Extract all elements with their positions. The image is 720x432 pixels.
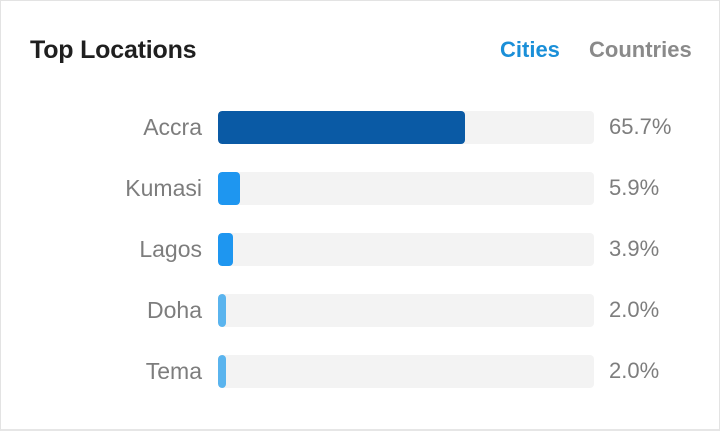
location-row-accra: Accra 65.7%: [1, 111, 719, 145]
location-row-tema: Tema 2.0%: [1, 355, 719, 389]
location-row-doha: Doha 2.0%: [1, 294, 719, 328]
card-title: Top Locations: [30, 36, 197, 64]
tab-cities[interactable]: Cities: [500, 37, 560, 62]
location-name: Doha: [147, 297, 202, 323]
progress-track: [218, 233, 594, 266]
tab-countries[interactable]: Countries: [589, 37, 692, 62]
location-percentage: 65.7%: [609, 114, 672, 139]
location-percentage: 3.9%: [609, 236, 660, 261]
location-name: Kumasi: [125, 175, 202, 201]
location-name: Tema: [145, 358, 202, 384]
location-percentage: 2.0%: [609, 358, 660, 383]
progress-track: [218, 294, 594, 327]
progress-fill: [218, 233, 233, 266]
progress-fill: [218, 294, 226, 327]
location-row-lagos: Lagos 3.9%: [1, 233, 719, 267]
progress-fill: [218, 111, 466, 144]
progress-track: [218, 355, 594, 388]
progress-track: [218, 172, 594, 205]
progress-fill: [218, 172, 241, 205]
progress-track: [218, 111, 594, 144]
location-name: Accra: [143, 114, 202, 140]
location-name: Lagos: [139, 236, 202, 262]
progress-fill: [218, 355, 226, 388]
location-percentage: 5.9%: [609, 175, 660, 200]
location-row-kumasi: Kumasi 5.9%: [1, 172, 719, 206]
location-percentage: 2.0%: [609, 297, 660, 322]
